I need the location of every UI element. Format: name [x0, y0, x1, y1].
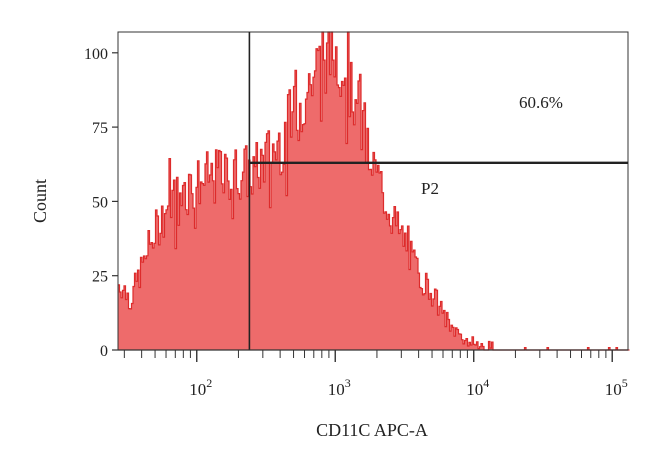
- histogram-area: [118, 32, 630, 350]
- gate-percent-label: 60.6%: [519, 93, 563, 112]
- y-tick-label-50: 50: [92, 194, 108, 211]
- y-tick-label-100: 100: [84, 46, 108, 63]
- x-axis: 102 103 104 105: [118, 349, 628, 399]
- x-tick-label: 105: [605, 376, 628, 399]
- y-tick-label-0: 0: [100, 343, 108, 360]
- gate-overlay: 60.6% P2: [248, 32, 628, 350]
- gate-name-label: P2: [421, 179, 439, 198]
- x-tick-label: 104: [466, 376, 489, 399]
- y-axis-label: Count: [30, 179, 50, 223]
- y-tick-label-75: 75: [92, 120, 108, 137]
- plot-area: [118, 31, 630, 351]
- x-tick-label: 103: [328, 376, 351, 399]
- y-tick-label-25: 25: [92, 269, 108, 286]
- y-axis: 0 25 50 75 100: [84, 46, 118, 360]
- x-axis-label: CD11C APC-A: [316, 420, 428, 440]
- x-tick-label: 102: [189, 376, 212, 399]
